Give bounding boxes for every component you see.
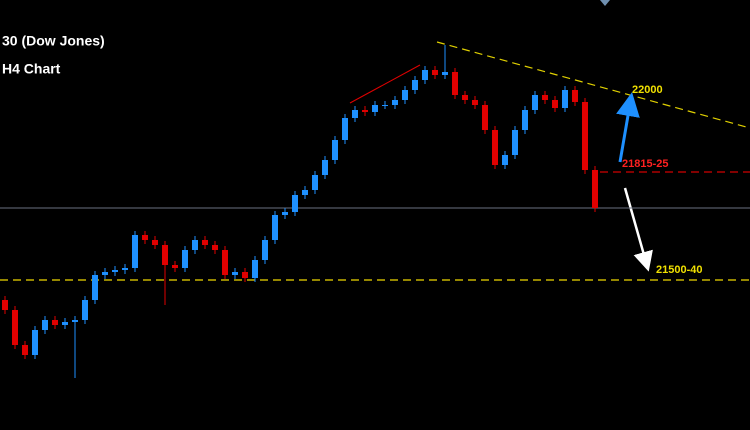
trend-line: [349, 64, 421, 104]
candle-body: [302, 190, 308, 195]
chart-subtitle: H4 Chart: [2, 61, 61, 77]
candle-body: [332, 140, 338, 160]
candle-body: [442, 72, 448, 75]
candle-body: [242, 272, 248, 278]
candle-body: [32, 330, 38, 355]
candle-body: [172, 265, 178, 268]
candle-body: [342, 118, 348, 140]
chart-title: 30 (Dow Jones): [2, 33, 105, 49]
candle-body: [412, 80, 418, 90]
candle-body: [142, 235, 148, 240]
candle-body: [372, 105, 378, 112]
candle-body: [42, 320, 48, 330]
candle-body: [402, 90, 408, 100]
up-arrow: [616, 92, 640, 163]
annotation-label: 22000: [632, 84, 663, 96]
candle-body: [82, 300, 88, 320]
candle-body: [212, 245, 218, 250]
candle-body: [182, 250, 188, 268]
candle-body: [92, 275, 98, 300]
candle-body: [432, 70, 438, 75]
candle-body: [382, 105, 388, 106]
candle-body: [222, 250, 228, 275]
candle-body: [52, 320, 58, 325]
annotation-label: 21500-40: [656, 264, 703, 276]
candle-body: [522, 110, 528, 130]
candle-body: [132, 235, 138, 268]
trend-line: [436, 41, 750, 129]
candle-body: [322, 160, 328, 175]
candle-body: [202, 240, 208, 245]
candle-body: [502, 155, 508, 165]
candle-body: [292, 195, 298, 212]
candle-body: [2, 300, 8, 310]
annotation-label: 21815-25: [622, 158, 669, 170]
candle-body: [482, 105, 488, 130]
candle-body: [592, 170, 598, 208]
candle-body: [512, 130, 518, 155]
candle-body: [532, 95, 538, 110]
candle-body: [162, 245, 168, 265]
candle-body: [12, 310, 18, 345]
candle-body: [72, 320, 78, 322]
candle-body: [262, 240, 268, 260]
candle-body: [192, 240, 198, 250]
candle-body: [122, 268, 128, 270]
candle-body: [472, 100, 478, 105]
annotation-layer: [0, 0, 750, 281]
scroll-marker: [600, 0, 610, 6]
candle-body: [272, 215, 278, 240]
candle-body: [462, 95, 468, 100]
candle-body: [562, 90, 568, 108]
candle-body: [152, 240, 158, 245]
candle-body: [542, 95, 548, 100]
candle-body: [62, 322, 68, 325]
candle-body: [282, 212, 288, 215]
candle-body: [312, 175, 318, 190]
candle-body: [362, 110, 368, 112]
candle-body: [572, 90, 578, 102]
candle-body: [252, 260, 258, 278]
candle-body: [22, 345, 28, 355]
down-arrow: [623, 187, 653, 272]
candle-body: [352, 110, 358, 118]
candle-body: [452, 72, 458, 95]
candle-body: [492, 130, 498, 165]
candle-body: [552, 100, 558, 108]
candle-body: [392, 100, 398, 105]
candle-body: [582, 102, 588, 170]
candle-body: [232, 272, 238, 275]
candle-body: [112, 270, 118, 272]
candle-body: [102, 272, 108, 275]
candle-body: [422, 70, 428, 80]
